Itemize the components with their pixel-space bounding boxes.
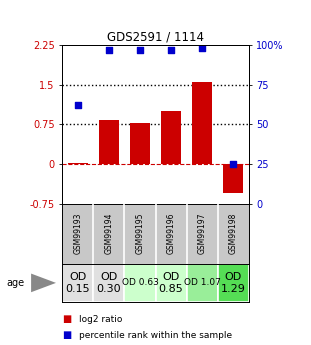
Point <box>200 45 205 51</box>
Bar <box>130 123 150 164</box>
Text: percentile rank within the sample: percentile rank within the sample <box>79 331 232 340</box>
Bar <box>187 264 218 302</box>
Title: GDS2591 / 1114: GDS2591 / 1114 <box>107 31 204 44</box>
Bar <box>62 264 93 302</box>
Polygon shape <box>31 274 56 292</box>
Point <box>169 47 174 52</box>
Bar <box>223 164 244 193</box>
Text: GSM99193: GSM99193 <box>73 213 82 255</box>
Point <box>231 161 236 167</box>
Point <box>106 47 111 52</box>
Text: log2 ratio: log2 ratio <box>79 315 123 324</box>
Text: OD
0.85: OD 0.85 <box>159 272 183 294</box>
Point <box>137 47 142 52</box>
Bar <box>124 264 156 302</box>
Bar <box>192 82 212 164</box>
Text: GSM99198: GSM99198 <box>229 213 238 254</box>
Bar <box>99 120 119 164</box>
Text: GSM99196: GSM99196 <box>167 213 175 255</box>
Text: ■: ■ <box>62 314 72 324</box>
Bar <box>156 264 187 302</box>
Text: OD
1.29: OD 1.29 <box>221 272 246 294</box>
Bar <box>218 264 249 302</box>
Text: OD
0.30: OD 0.30 <box>96 272 121 294</box>
Text: OD 0.63: OD 0.63 <box>122 278 158 287</box>
Text: ■: ■ <box>62 331 72 340</box>
Text: GSM99195: GSM99195 <box>136 213 144 255</box>
Bar <box>68 163 88 164</box>
Point <box>75 102 80 108</box>
Text: OD 1.07: OD 1.07 <box>184 278 220 287</box>
Text: age: age <box>6 278 24 288</box>
Bar <box>93 264 124 302</box>
Text: GSM99194: GSM99194 <box>104 213 113 255</box>
Text: GSM99197: GSM99197 <box>198 213 207 255</box>
Text: OD
0.15: OD 0.15 <box>65 272 90 294</box>
Bar <box>161 111 181 164</box>
